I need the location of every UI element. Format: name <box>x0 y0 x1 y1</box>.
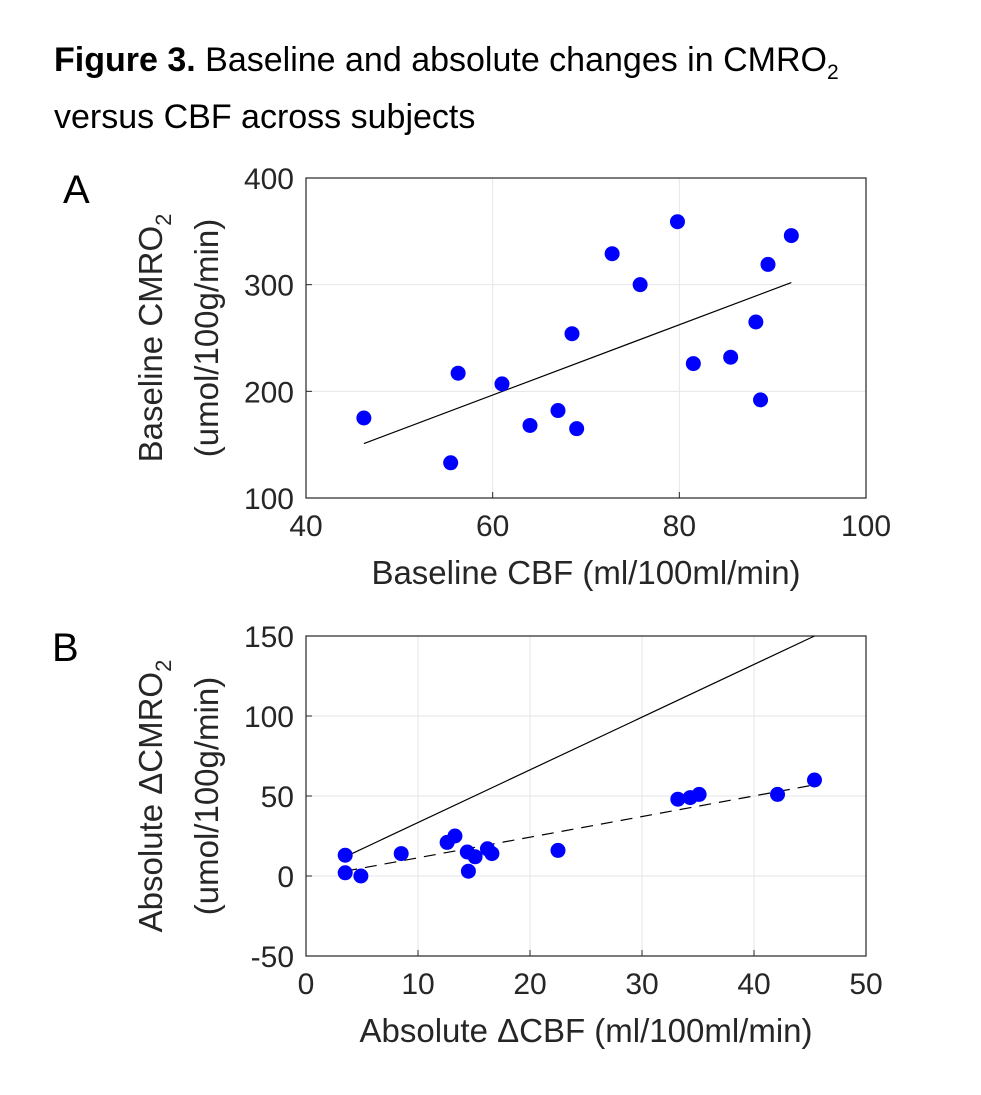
chart-a-x-tick-label: 40 <box>289 510 322 543</box>
chart-b-data-point <box>460 863 476 879</box>
chart-b-y-axis-label-main: Absolute ΔCMRO <box>132 672 169 932</box>
panel-label-a: A <box>63 168 90 212</box>
chart-b-data-point <box>806 772 822 788</box>
chart-b-data-point <box>770 786 786 802</box>
chart-b-data-point <box>337 865 353 881</box>
chart-b-data-point <box>447 828 463 844</box>
figure-title-bold: Figure 3. <box>54 41 196 79</box>
chart-a-data-point <box>443 455 459 471</box>
chart-a-x-tick-label: 100 <box>841 510 891 543</box>
chart-b-y-axis-label-subscript: 2 <box>151 660 176 672</box>
chart-a-data-point <box>748 314 764 330</box>
chart-a-data-point <box>604 246 620 262</box>
chart-b-data-point <box>550 842 566 858</box>
chart-b-x-tick-label: 0 <box>298 968 315 1001</box>
chart-a-y-tick-label: 200 <box>244 376 294 409</box>
chart-a-data-point <box>356 410 372 426</box>
chart-b-y-tick-label: 100 <box>244 701 294 734</box>
chart-b-x-tick-label: 50 <box>849 968 882 1001</box>
chart-b-data-point <box>337 847 353 863</box>
chart-a-data-point <box>522 417 538 433</box>
chart-b-data-point <box>393 846 409 862</box>
chart-b-y-axis-label-units: (umol/100g/min) <box>188 677 225 915</box>
chart-b-data-point <box>467 849 483 865</box>
chart-a-data-point <box>494 376 510 392</box>
chart-a-y-axis-label-main: Baseline CMRO <box>132 226 169 463</box>
chart-b-y-axis-label: Absolute ΔCMRO2 <box>132 660 176 933</box>
chart-b-x-tick-label: 20 <box>513 968 546 1001</box>
chart-a-data-point <box>564 326 580 342</box>
chart-a-fit-line-solid <box>363 281 792 445</box>
chart-a-data-point <box>760 256 776 272</box>
chart-a-y-axis-label-units: (umol/100g/min) <box>188 219 225 457</box>
chart-a-data-point <box>669 214 685 230</box>
chart-a-data-point <box>632 277 648 293</box>
chart-b-fit-line-solid <box>344 635 815 858</box>
chart-b-data-point <box>353 868 369 884</box>
chart-b-fit-line-dashed <box>345 784 815 872</box>
chart-a-data-point <box>569 421 585 437</box>
chart-a-data-point <box>753 392 769 408</box>
chart-a-y-tick-label: 400 <box>244 163 294 196</box>
panel-label-b: B <box>52 626 79 670</box>
figure-title-line1: Baseline and absolute changes in CMRO <box>195 41 827 79</box>
chart-a-y-tick-label: 100 <box>244 483 294 516</box>
chart-b-y-tick-label: 0 <box>277 861 294 894</box>
chart-a-y-axis-label: Baseline CMRO2 <box>132 214 176 463</box>
figure-title-line2: versus CBF across subjects <box>54 97 476 136</box>
chart-a-data-point <box>450 365 466 381</box>
chart-b-data-point <box>670 791 686 807</box>
chart-a-x-tick-label: 60 <box>476 510 509 543</box>
chart-a-axes-box <box>305 177 867 499</box>
chart-b-x-tick-label: 30 <box>625 968 658 1001</box>
figure-title-subscript: 2 <box>826 60 839 84</box>
figure-title: Figure 3. Baseline and absolute changes … <box>54 38 839 139</box>
chart-b-x-tick-label: 40 <box>737 968 770 1001</box>
chart-b-y-tick-label: -50 <box>251 941 294 974</box>
chart-a-data-point <box>783 228 799 244</box>
chart-a-data-point <box>550 403 566 419</box>
chart-b-x-axis-label: Absolute ΔCBF (ml/100ml/min) <box>360 1012 813 1049</box>
chart-a-group: 40 60 80 100 100 200 300 400 Baseline CBF (ml/10… <box>132 163 891 591</box>
chart-a-data-point <box>685 356 701 372</box>
chart-b-y-tick-label: 50 <box>261 781 294 814</box>
chart-b-x-tick-label: 10 <box>401 968 434 1001</box>
chart-a-y-tick-label: 300 <box>244 270 294 303</box>
chart-a-x-axis-label: Baseline CBF (ml/100ml/min) <box>371 554 800 591</box>
chart-b-data-point <box>484 846 500 862</box>
chart-a-x-tick-label: 80 <box>663 510 696 543</box>
chart-a-y-axis-label-subscript: 2 <box>151 214 176 226</box>
chart-b-y-tick-label: 150 <box>244 621 294 654</box>
chart-b-data-point <box>691 786 707 802</box>
chart-a-data-point <box>723 349 739 365</box>
